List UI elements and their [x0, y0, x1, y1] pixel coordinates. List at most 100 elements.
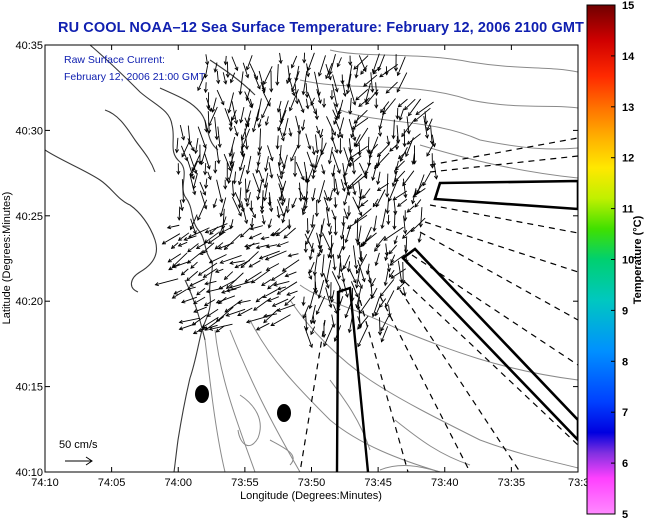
- current-vector: [353, 109, 368, 124]
- current-vector: [216, 179, 224, 204]
- current-vector: [360, 199, 369, 207]
- current-vector: [276, 286, 287, 291]
- current-vector: [356, 188, 363, 210]
- current-vector: [430, 153, 435, 169]
- current-vector: [368, 136, 379, 159]
- current-vector: [214, 116, 219, 141]
- current-vector: [166, 224, 180, 230]
- current-vector: [240, 117, 251, 142]
- current-vector: [396, 281, 406, 291]
- current-vector: [224, 108, 233, 127]
- current-vector: [298, 187, 305, 201]
- current-vector: [417, 232, 422, 243]
- current-vector: [197, 126, 207, 149]
- current-vector: [305, 218, 310, 235]
- current-vector: [286, 290, 298, 296]
- current-vector: [414, 199, 422, 208]
- current-vector: [363, 74, 378, 87]
- current-vector: [204, 223, 228, 234]
- current-vector: [255, 295, 264, 303]
- current-vector: [204, 178, 209, 189]
- y-tick-label: 40:35: [15, 40, 43, 52]
- current-vector: [229, 72, 236, 84]
- current-vector: [394, 160, 405, 171]
- current-vector: [204, 232, 219, 244]
- current-vector: [426, 143, 435, 157]
- current-vector: [355, 89, 369, 101]
- current-vector: [337, 117, 345, 139]
- current-vector: [225, 162, 230, 182]
- current-vector: [340, 224, 345, 240]
- current-vector: [229, 152, 235, 166]
- current-vector: [249, 98, 254, 108]
- current-vector: [306, 151, 314, 168]
- current-vector: [348, 83, 357, 106]
- current-vector: [270, 314, 291, 327]
- current-vector: [255, 164, 260, 174]
- current-vector: [371, 53, 380, 74]
- current-vector: [181, 142, 190, 158]
- y-axis-title: Latitude (Degrees:Minutes): [1, 192, 13, 325]
- current-vector: [311, 146, 316, 156]
- current-vector: [229, 260, 245, 265]
- current-vector: [382, 98, 396, 116]
- current-vector: [228, 117, 233, 132]
- current-vector: [276, 241, 289, 248]
- current-vector: [225, 308, 246, 317]
- current-vector: [223, 179, 228, 190]
- current-vector: [180, 145, 189, 162]
- current-vector: [228, 136, 236, 158]
- current-vector: [348, 55, 353, 66]
- current-vector: [255, 322, 270, 331]
- current-vector: [225, 62, 230, 79]
- current-vector: [186, 286, 196, 291]
- current-vector: [305, 98, 310, 110]
- x-tick-label: 73:40: [431, 477, 459, 489]
- current-vector: [268, 192, 274, 213]
- current-vector: [260, 236, 270, 241]
- current-vector: [189, 153, 198, 175]
- current-vector: [278, 52, 283, 65]
- colorbar-tick-label: 7: [622, 407, 628, 419]
- current-vector: [203, 82, 208, 94]
- current-vector: [201, 316, 219, 329]
- current-vector: [239, 227, 251, 238]
- current-vector: [228, 280, 253, 289]
- current-vector: [373, 152, 390, 170]
- current-vector: [368, 143, 379, 155]
- current-vector: [237, 187, 242, 209]
- current-vector: [311, 315, 316, 325]
- current-vector: [265, 244, 278, 249]
- current-vector: [263, 66, 273, 86]
- current-vector: [186, 270, 199, 282]
- current-vector: [357, 142, 362, 157]
- current-vector: [241, 201, 249, 225]
- current-vector: [364, 162, 371, 176]
- current-vector: [204, 153, 211, 170]
- current-vector: [231, 180, 236, 198]
- current-vector: [372, 215, 377, 232]
- current-vector: [398, 108, 405, 121]
- current-vector: [357, 315, 369, 330]
- current-vector: [403, 98, 416, 111]
- current-vector: [280, 154, 288, 176]
- current-vector: [376, 143, 390, 158]
- current-vector: [189, 278, 205, 287]
- current-vector: [377, 54, 386, 72]
- current-vector: [176, 163, 181, 176]
- current-vector: [238, 164, 246, 186]
- current-vector: [303, 325, 313, 349]
- current-vector: [276, 304, 296, 312]
- current-vector: [385, 81, 398, 94]
- current-vector: [244, 110, 252, 128]
- current-vector: [327, 146, 333, 165]
- current-vector: [260, 197, 265, 211]
- legend-line-1: Raw Surface Current:: [64, 54, 165, 66]
- current-vector: [201, 242, 215, 254]
- current-vector: [305, 224, 316, 246]
- current-vector: [310, 326, 316, 336]
- current-vector: [263, 313, 278, 318]
- current-vector: [174, 137, 180, 154]
- current-vector: [325, 62, 333, 80]
